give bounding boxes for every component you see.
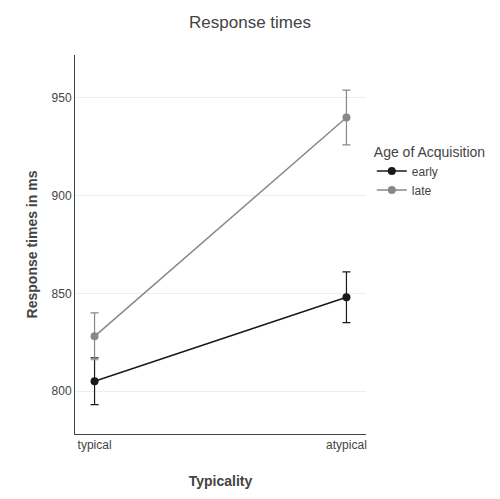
svg-text:atypical: atypical: [326, 438, 367, 452]
svg-text:late: late: [412, 184, 432, 198]
svg-text:950: 950: [52, 91, 72, 105]
svg-text:Response times in ms: Response times in ms: [24, 170, 40, 318]
svg-text:Typicality: Typicality: [189, 473, 253, 489]
svg-text:Response times: Response times: [189, 13, 311, 32]
svg-text:850: 850: [52, 287, 72, 301]
svg-text:typical: typical: [78, 438, 112, 452]
svg-text:early: early: [412, 165, 438, 179]
svg-text:Age of Acquisition: Age of Acquisition: [374, 144, 485, 160]
svg-text:800: 800: [52, 384, 72, 398]
svg-text:900: 900: [52, 189, 72, 203]
